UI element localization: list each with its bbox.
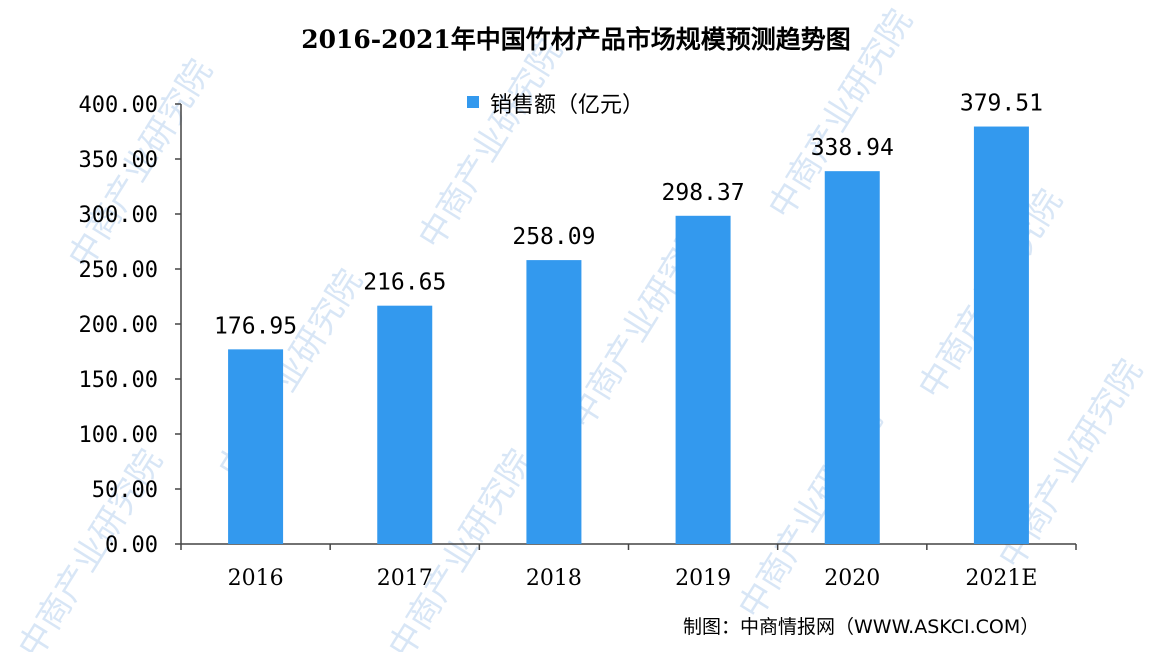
x-tick-label: 2021E — [965, 566, 1037, 591]
axes: 0.00 50.00 100.00 150.00 200.00 250.00 300.00 3… — [79, 93, 1077, 591]
data-label: 379.51 — [960, 91, 1043, 117]
legend: 销售额（亿元） — [467, 93, 644, 118]
y-tick-label: 0.00 — [105, 533, 158, 558]
y-tick-label: 350.00 — [79, 148, 158, 173]
bar — [228, 349, 284, 544]
y-tick-label: 400.00 — [79, 93, 158, 118]
source-note: 制图：中商情报网（WWW.ASKCI.COM） — [683, 616, 1039, 638]
data-labels: 176.95 216.65 258.09 298.37 338.94 379.51 — [214, 91, 1043, 340]
y-tick-label: 50.00 — [92, 478, 158, 503]
legend-label: 销售额（亿元） — [490, 93, 644, 118]
chart-title: 2016-2021年中国竹材产品市场规模预测趋势图 — [301, 25, 851, 54]
x-tick-label: 2017 — [377, 566, 433, 591]
y-tick-label: 200.00 — [79, 313, 158, 338]
bars — [228, 126, 1029, 544]
data-label: 176.95 — [214, 313, 297, 339]
y-tick-label: 150.00 — [79, 368, 158, 393]
x-tick-label: 2018 — [526, 566, 582, 591]
watermark-text: 中商产业研究院 — [411, 33, 571, 256]
data-label: 338.94 — [811, 135, 894, 161]
bar — [526, 260, 582, 544]
legend-swatch — [467, 96, 479, 108]
data-label: 216.65 — [363, 270, 446, 296]
y-tick-label: 250.00 — [79, 258, 158, 283]
x-tick-label: 2016 — [228, 566, 284, 591]
y-tick-label: 100.00 — [79, 423, 158, 448]
bar — [675, 215, 731, 544]
x-tick-label: 2020 — [824, 566, 880, 591]
y-tick-label: 300.00 — [79, 203, 158, 228]
data-label: 298.37 — [662, 180, 745, 206]
data-label: 258.09 — [512, 224, 595, 250]
bar — [973, 126, 1029, 544]
bar — [824, 171, 880, 544]
x-tick-label: 2019 — [675, 566, 731, 591]
bar — [377, 305, 433, 544]
